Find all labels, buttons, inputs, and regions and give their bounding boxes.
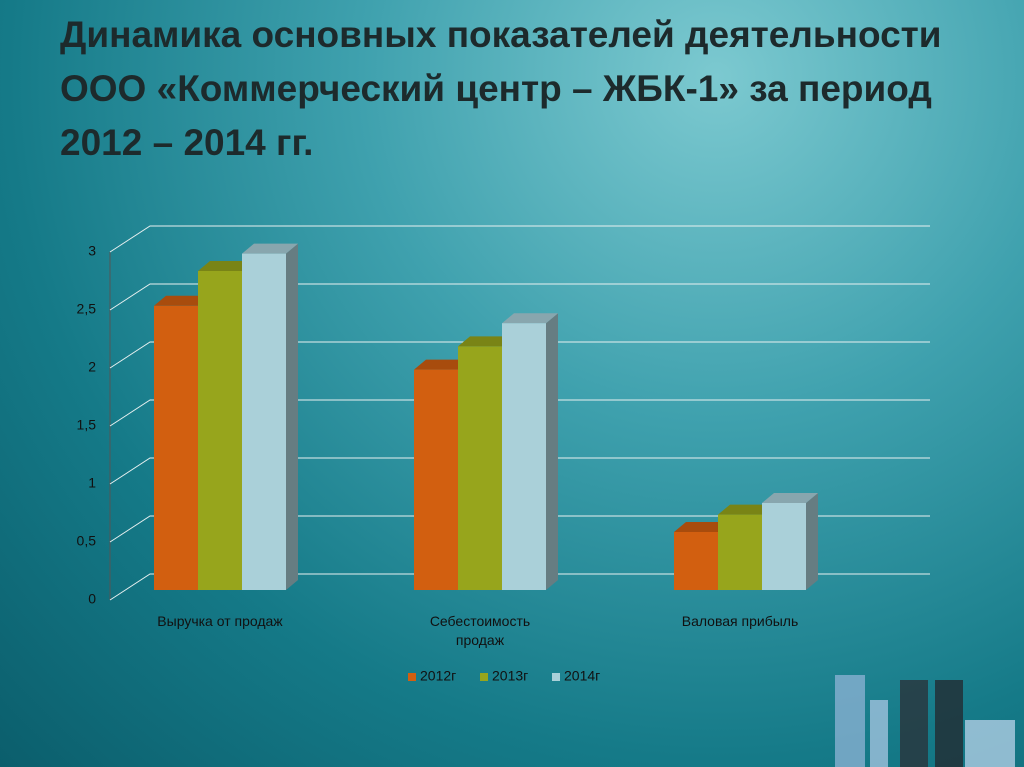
y-tick-label: 2 xyxy=(88,359,96,375)
building xyxy=(870,700,888,767)
bar-top xyxy=(674,522,730,532)
bar-side xyxy=(546,313,558,590)
bar-front xyxy=(154,305,198,590)
bar-top xyxy=(458,336,514,347)
bar-top xyxy=(154,295,210,306)
x-tick-label: Выручка от продаж xyxy=(157,613,283,629)
legend-label: 2013г xyxy=(492,668,528,684)
bar-top xyxy=(242,243,298,254)
bar-front xyxy=(242,253,286,590)
y-tick-label: 1,5 xyxy=(77,417,97,433)
bar xyxy=(762,493,818,590)
grid-line xyxy=(109,457,930,485)
building xyxy=(965,720,1015,767)
bar-top xyxy=(502,313,558,324)
bar-front xyxy=(458,346,502,590)
grid-line xyxy=(109,399,930,427)
legend-label: 2014г xyxy=(564,668,600,684)
legend-swatch xyxy=(408,673,416,681)
y-tick-label: 3 xyxy=(88,243,96,259)
bar-side xyxy=(806,493,818,590)
legend-swatch xyxy=(480,673,488,681)
building xyxy=(835,675,865,767)
legend-label: 2012г xyxy=(420,668,456,684)
chart-title: Динамика основных показателей деятельнос… xyxy=(60,14,942,163)
bar xyxy=(502,313,558,590)
y-tick-label: 0,5 xyxy=(77,533,97,549)
bar-front xyxy=(674,532,718,590)
grid-line xyxy=(109,515,930,543)
person xyxy=(935,680,963,767)
bar xyxy=(242,243,298,590)
grid-line xyxy=(109,283,930,311)
bar-top xyxy=(762,493,818,503)
bar-front xyxy=(762,503,806,590)
decor-buildings xyxy=(835,675,1015,767)
bar-side xyxy=(286,243,298,590)
x-tick-label: Себестоимость продаж xyxy=(429,613,531,648)
y-tick-label: 1 xyxy=(88,475,96,491)
bar-front xyxy=(502,323,546,590)
bar-top xyxy=(198,261,254,271)
legend-swatch xyxy=(552,673,560,681)
bar-front xyxy=(414,369,458,590)
bar-front xyxy=(198,271,242,590)
grid-line xyxy=(109,341,930,369)
grid-line xyxy=(109,573,930,601)
bar-top xyxy=(718,504,774,515)
bar-top xyxy=(414,359,470,370)
y-tick-label: 0 xyxy=(88,591,96,607)
y-tick-label: 2,5 xyxy=(77,301,97,317)
x-tick-label: Валовая прибыль xyxy=(681,613,799,629)
person xyxy=(900,680,928,767)
grid-line xyxy=(109,225,930,253)
bar-front xyxy=(718,514,762,590)
